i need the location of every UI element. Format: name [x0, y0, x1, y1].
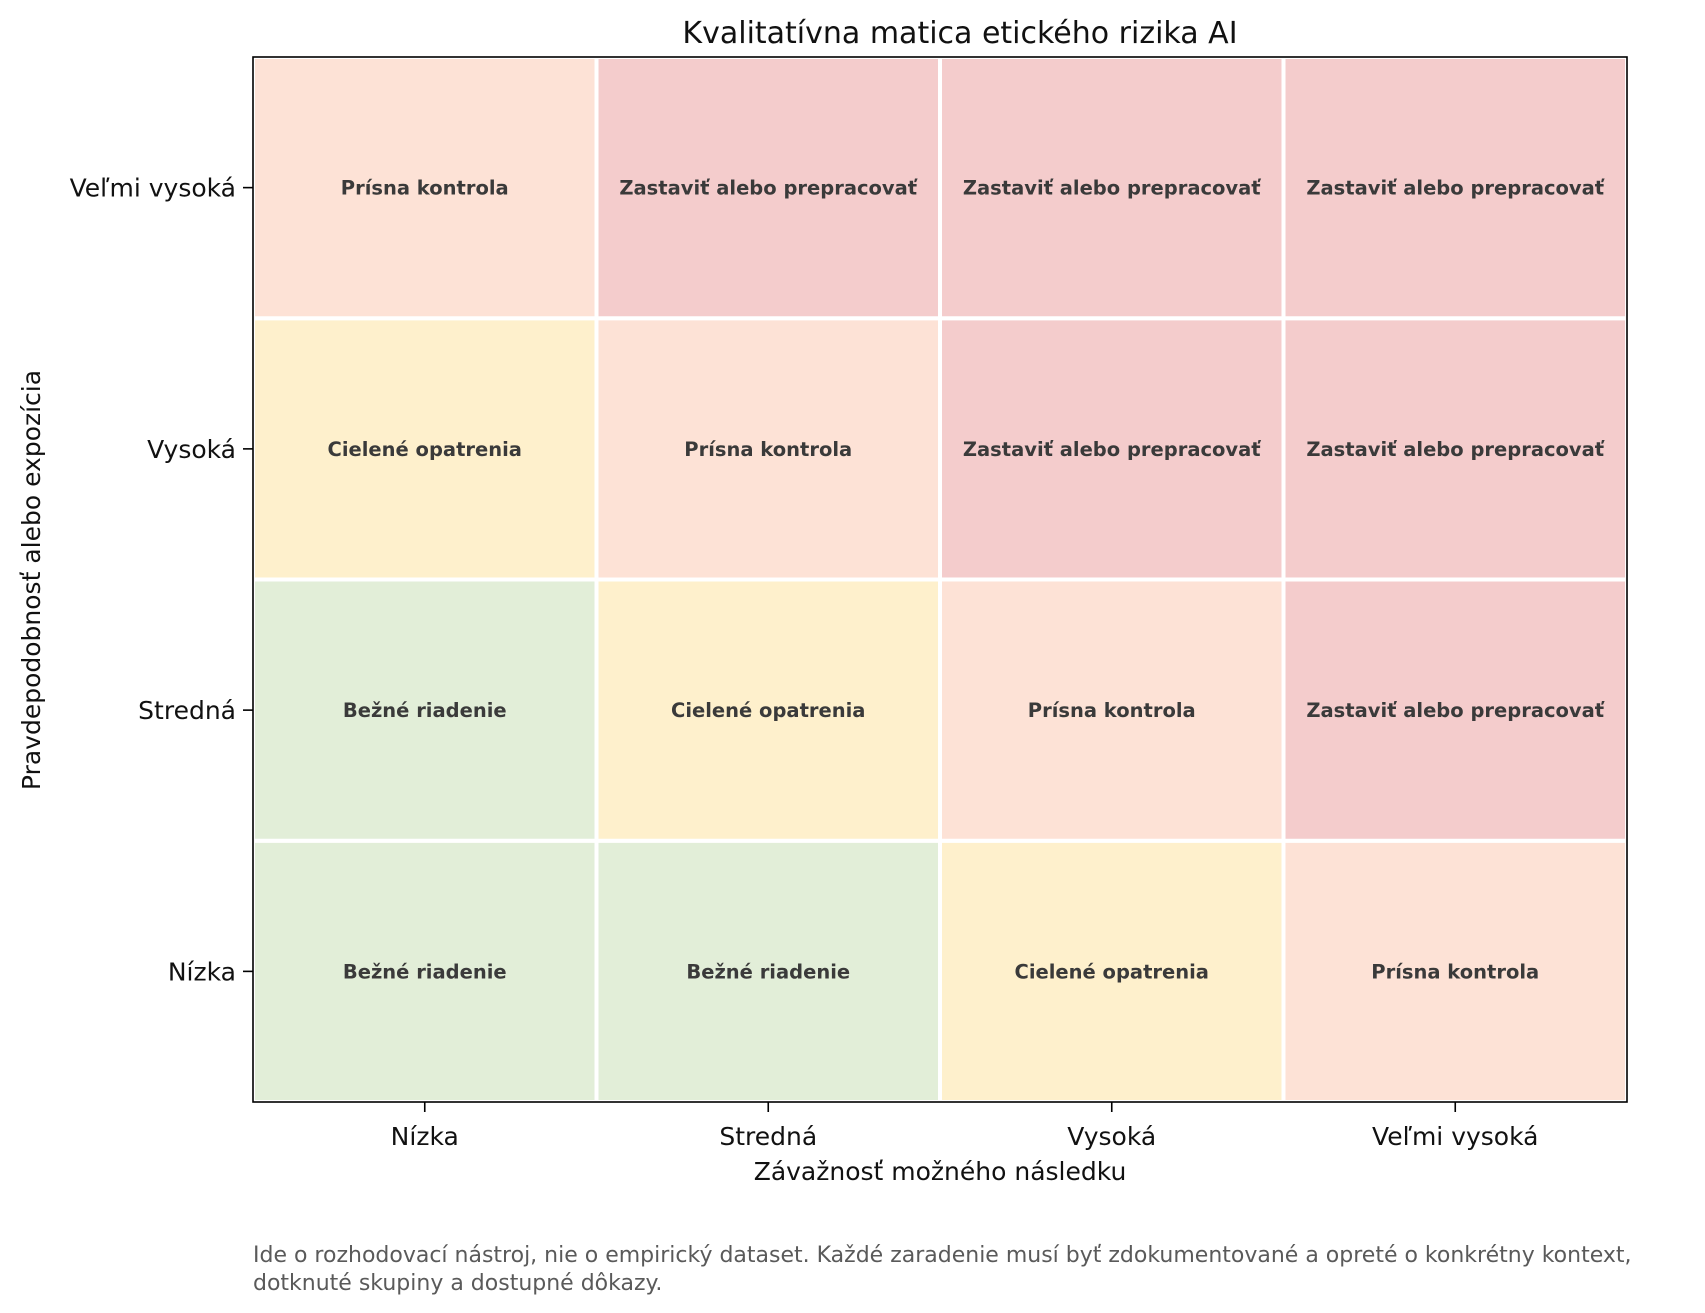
matrix-cell-label: Zastaviť alebo prepracovať [963, 438, 1261, 461]
y-tick-label: Nízka [168, 957, 236, 986]
matrix-cell [594, 577, 942, 843]
matrix-cell [1281, 55, 1629, 321]
matrix-cell [1281, 316, 1629, 582]
matrix-cell [594, 838, 942, 1104]
matrix-cell [251, 838, 599, 1104]
x-axis-ticks: Nízka Stredná Vysoká Veľmi vysoká [391, 1102, 1538, 1151]
matrix-cell [1281, 577, 1629, 843]
x-tick-label: Vysoká [1067, 1122, 1156, 1151]
footnote: Ide o rozhodovací nástroj, nie o empiric… [253, 1243, 1632, 1296]
matrix-cell [251, 577, 599, 843]
matrix-cell-label: Zastaviť alebo prepracovať [619, 177, 917, 200]
matrix-cell-label: Bežné riadenie [343, 960, 507, 983]
matrix-cell-label: Bežné riadenie [343, 699, 507, 722]
matrix-cell-label: Prísna kontrola [1371, 960, 1539, 983]
matrix-cell-label: Zastaviť alebo prepracovať [1306, 699, 1604, 722]
chart-title: Kvalitatívna matica etického rizika AI [682, 16, 1237, 51]
matrix-cell-label: Prísna kontrola [341, 177, 509, 200]
x-tick-label: Veľmi vysoká [1372, 1122, 1538, 1151]
matrix-cell [594, 316, 942, 582]
matrix-cell-label: Cielené opatrenia [671, 699, 865, 722]
x-tick-label: Nízka [391, 1122, 459, 1151]
matrix-cell [251, 55, 599, 321]
plot-frame [252, 56, 1628, 1103]
matrix-cell-label: Zastaviť alebo prepracovať [963, 177, 1261, 200]
y-tick-label: Veľmi vysoká [70, 174, 236, 203]
matrix-cell-label: Zastaviť alebo prepracovať [1306, 177, 1604, 200]
matrix-cell-label: Bežné riadenie [686, 960, 850, 983]
y-tick-label: Vysoká [147, 435, 236, 464]
x-axis-label: Závažnosť možného následku [754, 1157, 1127, 1186]
y-axis-label: Pravdepodobnosť alebo expozícia [17, 370, 46, 790]
matrix-cells: Bežné riadenie Bežné riadenie Cielené opat… [251, 55, 1629, 1104]
y-tick-label: Stredná [138, 696, 236, 725]
matrix-cell-label: Prísna kontrola [1028, 699, 1196, 722]
x-tick-label: Stredná [719, 1122, 817, 1151]
y-axis-ticks: Nízka Stredná Vysoká Veľmi vysoká [70, 174, 253, 986]
matrix-cell [1281, 838, 1629, 1104]
matrix-cell-label: Cielené opatrenia [328, 438, 522, 461]
matrix-cell [938, 577, 1286, 843]
matrix-cell-label: Cielené opatrenia [1015, 960, 1209, 983]
matrix-cell-label: Prísna kontrola [684, 438, 852, 461]
matrix-cell-label: Zastaviť alebo prepracovať [1306, 438, 1604, 461]
